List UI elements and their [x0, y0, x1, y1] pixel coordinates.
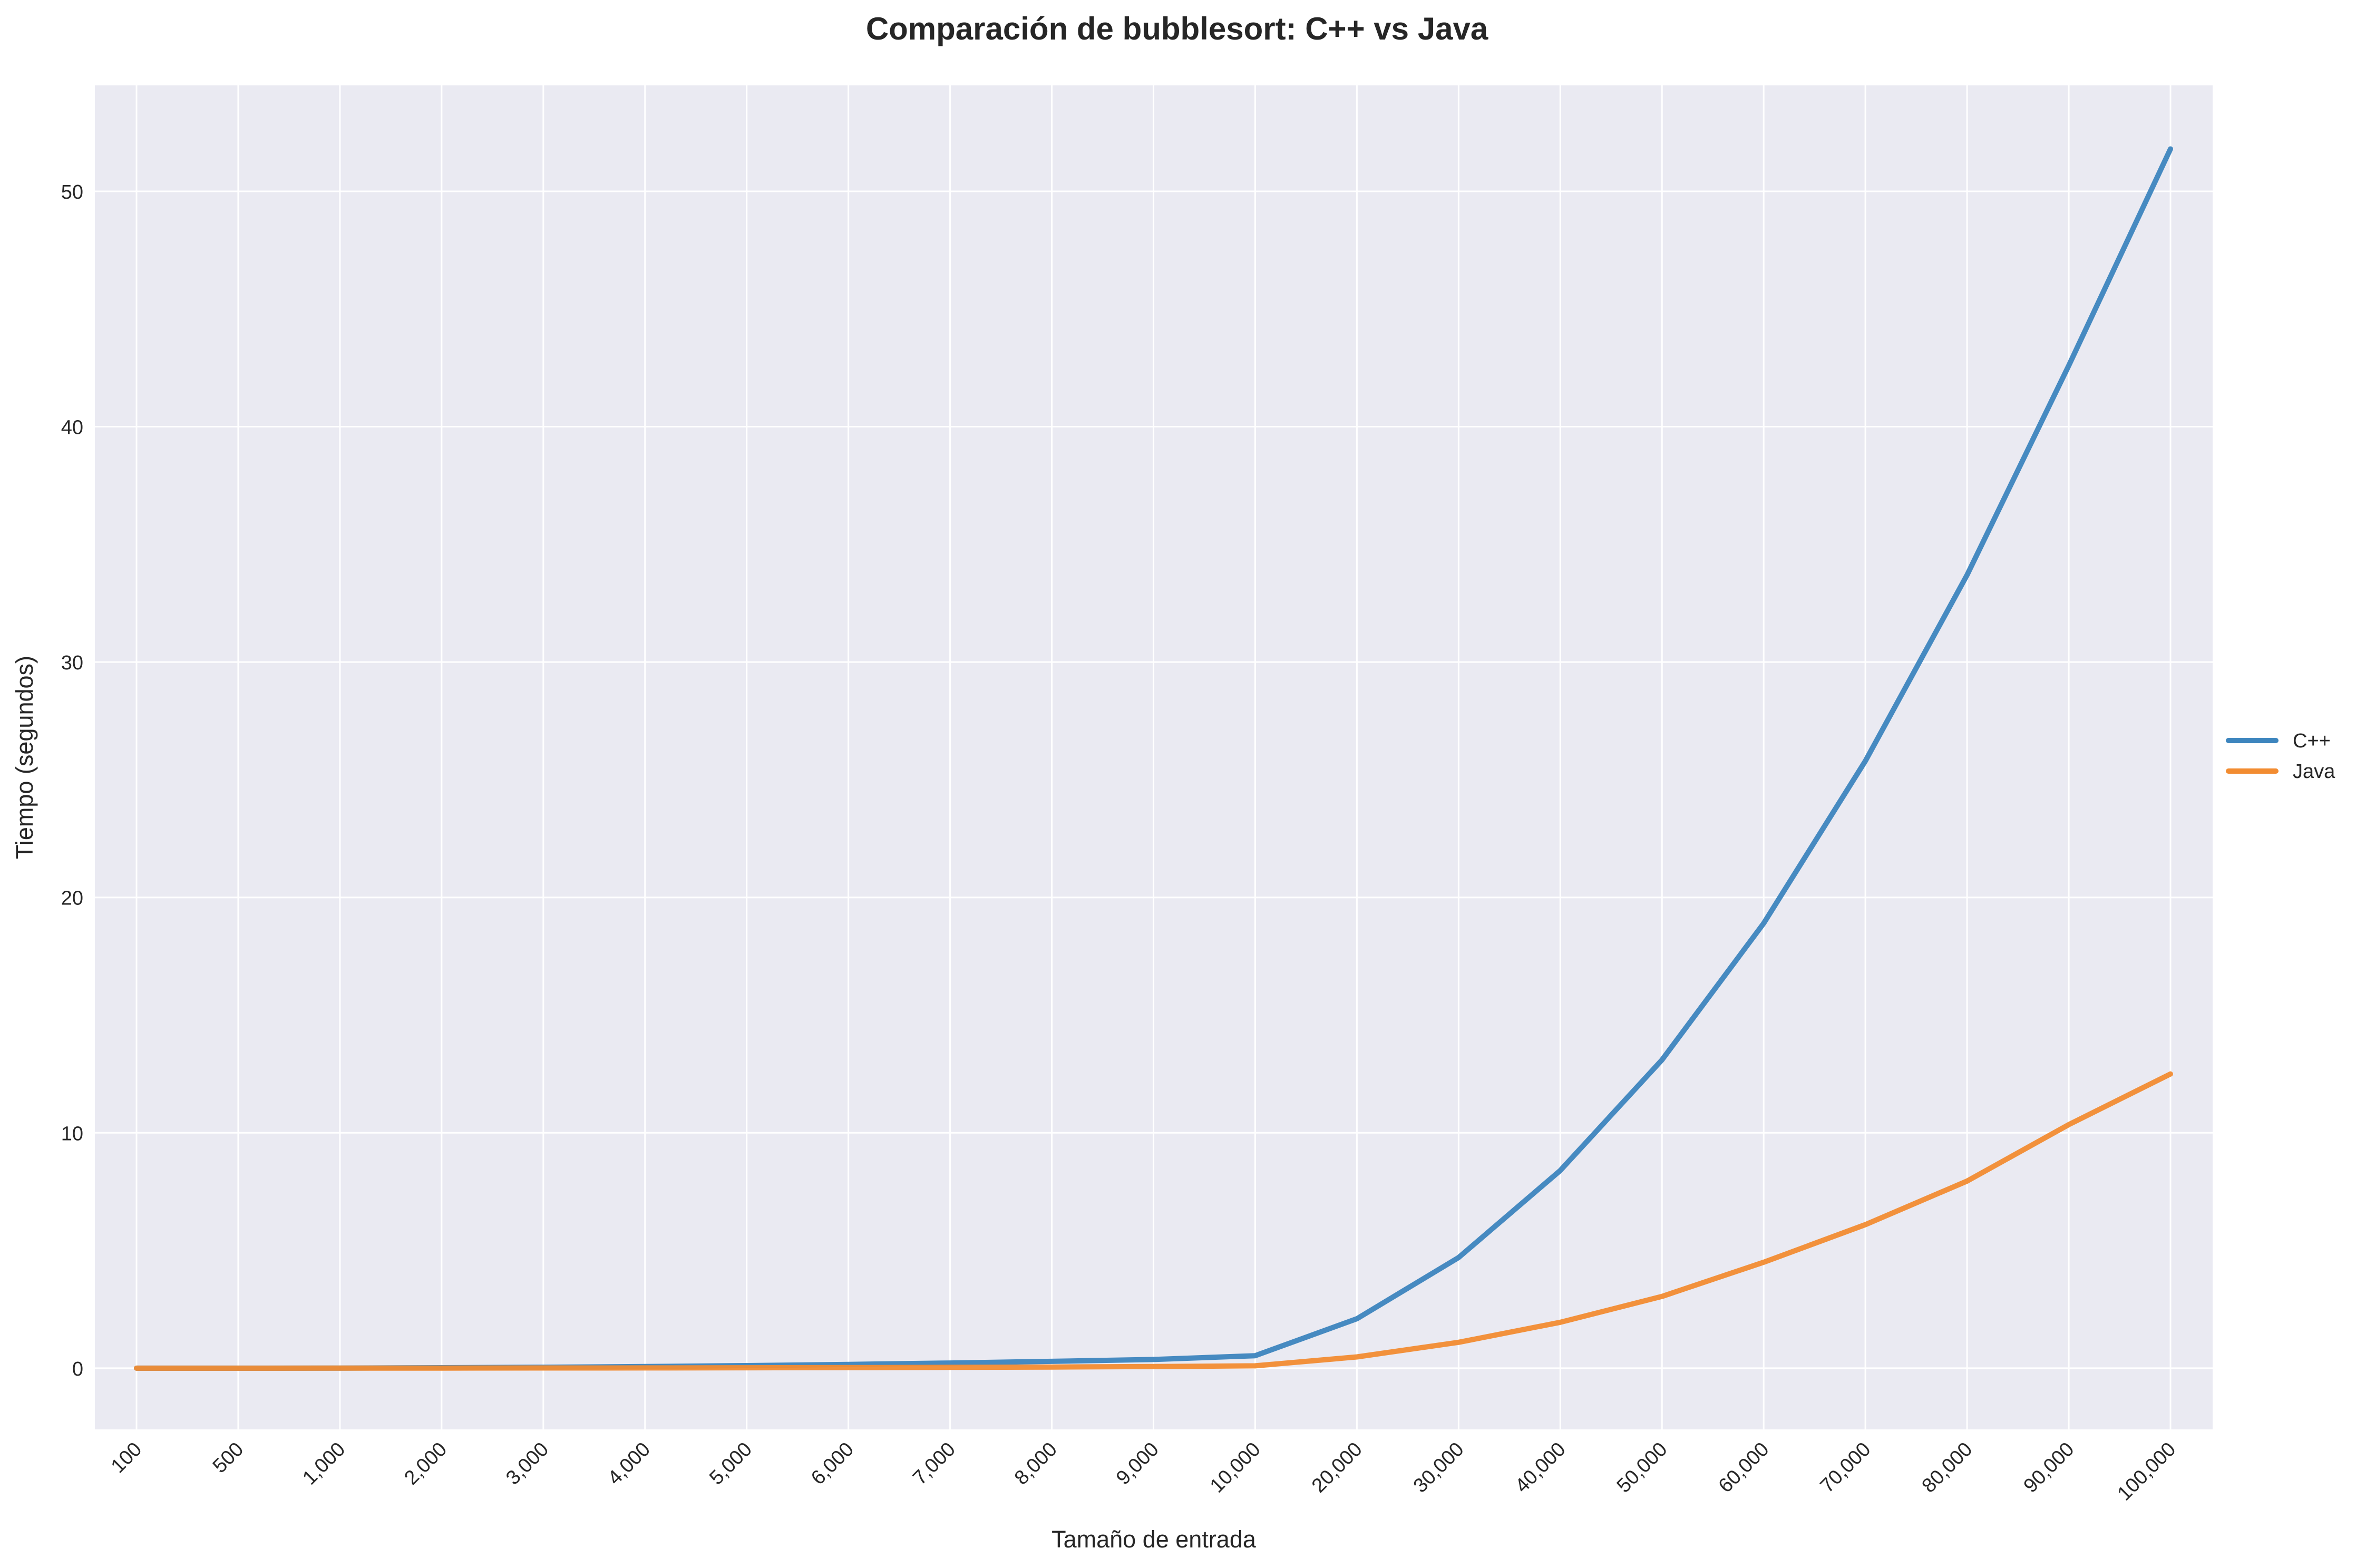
- legend: C++ Java: [2226, 730, 2335, 783]
- x-tick-label: 9,000: [1112, 1438, 1163, 1489]
- y-tick-label: 40: [61, 417, 83, 439]
- legend-label: C++: [2293, 730, 2331, 752]
- y-tick-label: 50: [61, 181, 83, 203]
- x-tick-label: 90,000: [2020, 1438, 2079, 1497]
- y-tick-label: 30: [61, 652, 83, 674]
- x-tick-label: 20,000: [1308, 1438, 1367, 1497]
- chart-title: Comparación de bubblesort: C++ vs Java: [866, 11, 1488, 46]
- y-axis-label: Tiempo (segundos): [11, 656, 38, 859]
- x-axis-ticks: 100 500 1,000 2,000 3,000 4,000 5,000 6,000 7,00…: [107, 1438, 2180, 1505]
- x-tick-label: 60,000: [1715, 1438, 1774, 1497]
- y-axis-ticks: 0 10 20 30 40 50: [61, 181, 83, 1380]
- legend-label: Java: [2293, 761, 2335, 783]
- x-tick-label: 100: [107, 1438, 147, 1478]
- x-tick-label: 7,000: [909, 1438, 960, 1489]
- x-axis-label: Tamaño de entrada: [1052, 1526, 1257, 1553]
- x-tick-label: 80,000: [1918, 1438, 1977, 1497]
- series-line-java: [134, 1071, 2173, 1371]
- x-tick-label: 10,000: [1206, 1438, 1265, 1497]
- y-tick-label: 10: [61, 1123, 83, 1145]
- x-tick-label: 2,000: [400, 1438, 451, 1489]
- grid: [95, 85, 2213, 1429]
- x-tick-label: 5,000: [705, 1438, 756, 1489]
- y-tick-label: 20: [61, 888, 83, 910]
- x-tick-label: 6,000: [807, 1438, 858, 1489]
- x-tick-label: 500: [209, 1438, 248, 1478]
- x-tick-label: 40,000: [1511, 1438, 1570, 1497]
- x-tick-label: 4,000: [603, 1438, 655, 1489]
- x-tick-label: 8,000: [1010, 1438, 1062, 1489]
- x-tick-label: 1,000: [298, 1438, 349, 1489]
- x-tick-label: 30,000: [1409, 1438, 1468, 1497]
- y-tick-label: 0: [72, 1358, 83, 1380]
- x-tick-label: 70,000: [1816, 1438, 1875, 1497]
- series-lines: [134, 146, 2173, 1371]
- x-tick-label: 100,000: [2114, 1438, 2180, 1505]
- x-tick-label: 50,000: [1613, 1438, 1672, 1497]
- x-tick-label: 3,000: [502, 1438, 553, 1489]
